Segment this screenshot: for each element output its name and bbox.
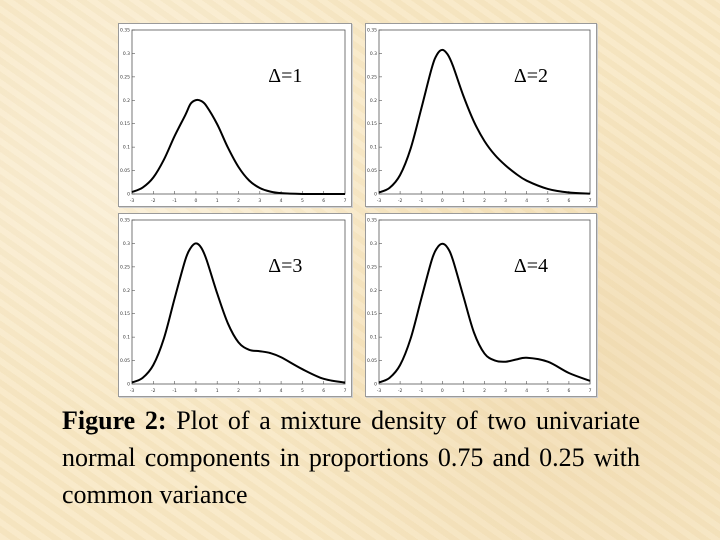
x-tick-label: 5 [546,388,549,394]
delta-label: Δ=3 [268,255,302,277]
x-tick-label: 2 [483,388,486,394]
y-tick-label: 0 [127,192,130,198]
y-tick-label: 0.25 [367,74,377,80]
caption-text: Plot of a mixture density of two univari… [62,406,640,509]
x-tick-label: 4 [280,388,283,394]
x-tick-label: 7 [344,388,347,394]
plot-area [131,219,346,385]
x-tick-label: 6 [322,388,325,394]
x-tick-label: -3 [377,388,382,394]
x-tick-label: -2 [151,198,156,204]
x-tick-label: 3 [504,388,507,394]
y-tick-label: 0.3 [123,51,130,57]
delta-label: Δ=1 [268,65,302,87]
density-curve [378,242,591,384]
y-tick-label: 0.05 [367,168,377,174]
density-curve [131,98,346,196]
x-tick-label: 1 [216,388,219,394]
x-tick-label: 2 [237,198,240,204]
y-tick-label: 0.35 [367,28,377,34]
x-tick-label: -2 [398,388,403,394]
x-tick-label: 7 [589,388,592,394]
x-tick-label: 1 [216,198,219,204]
y-tick-label: 0.15 [120,121,130,127]
x-tick-label: 6 [322,198,325,204]
y-tick-label: 0.2 [123,98,130,104]
delta-label: Δ=2 [514,65,548,87]
panel-delta-4: -3 -2 -1 0 1 2 3 4 5 6 7 0 0.05 0.1 0.15 0.2 0.25 0.3 0.35… [365,213,597,397]
x-tick-label: -1 [419,388,424,394]
y-tick-label: 0.05 [367,358,377,364]
y-tick-label: 0.15 [367,121,377,127]
x-tick-label: 5 [546,198,549,204]
y-tick-label: 0.35 [120,28,130,34]
chart-delta-4: -3 -2 -1 0 1 2 3 4 5 6 7 0 0.05 0.1 0.15 0.2 0.25 0.3 0.35… [367,218,592,395]
y-tick-label: 0.2 [370,288,377,294]
x-tick-label: 5 [301,388,304,394]
y-tick-label: 0.2 [123,288,130,294]
delta-label: Δ=4 [514,255,548,277]
y-tick-label: 0.1 [123,145,130,151]
x-tick-label: 7 [589,198,592,204]
x-tick-label: -2 [398,198,403,204]
density-curve [131,242,346,384]
x-tick-label: 7 [344,198,347,204]
y-tick-label: 0.25 [120,264,130,270]
plot-area [378,219,591,385]
x-tick-label: 2 [483,198,486,204]
y-tick-label: 0.25 [367,264,377,270]
x-tick-label: 3 [504,198,507,204]
chart-delta-1: -3 -2 -1 0 1 2 3 4 5 6 7 0 0.05 0.1 0.15 0.2 0.25 0.3 0.35… [120,28,347,205]
y-tick-label: 0.1 [370,145,377,151]
x-tick-label: 0 [194,388,197,394]
density-curve [378,48,591,195]
x-tick-label: 3 [258,388,261,394]
x-tick-label: 0 [441,388,444,394]
x-tick-label: 6 [567,388,570,394]
panel-delta-2: -3 -2 -1 0 1 2 3 4 5 6 7 0 0.05 0.1 0.15 0.2 0.25 0.3 0.35… [365,23,597,207]
x-tick-label: 6 [567,198,570,204]
panel-delta-1: -3 -2 -1 0 1 2 3 4 5 6 7 0 0.05 0.1 0.15 0.2 0.25 0.3 0.35… [118,23,352,207]
y-tick-label: 0.05 [120,168,130,174]
x-tick-label: 4 [280,198,283,204]
x-tick-label: -1 [172,388,177,394]
x-tick-label: 1 [462,388,465,394]
y-tick-label: 0.1 [123,335,130,341]
x-tick-label: 0 [441,198,444,204]
plot-area [378,29,591,195]
x-tick-label: 3 [258,198,261,204]
x-tick-label: -1 [172,198,177,204]
x-tick-label: 5 [301,198,304,204]
panel-delta-3: -3 -2 -1 0 1 2 3 4 5 6 7 0 0.05 0.1 0.15 0.2 0.25 0.3 0.35… [118,213,352,397]
y-tick-label: 0 [374,192,377,198]
y-tick-label: 0.3 [370,51,377,57]
y-tick-label: 0.25 [120,74,130,80]
y-tick-label: 0.15 [367,311,377,317]
y-tick-label: 0.3 [123,241,130,247]
y-tick-label: 0.05 [120,358,130,364]
y-tick-label: 0.35 [120,218,130,224]
y-tick-label: 0.15 [120,311,130,317]
x-tick-label: 1 [462,198,465,204]
y-tick-label: 0 [127,382,130,388]
y-tick-label: 0.35 [367,218,377,224]
y-tick-label: 0.2 [370,98,377,104]
x-tick-label: -3 [130,388,135,394]
y-tick-label: 0.3 [370,241,377,247]
x-tick-label: 2 [237,388,240,394]
x-tick-label: -3 [377,198,382,204]
x-tick-label: -1 [419,198,424,204]
x-tick-label: -2 [151,388,156,394]
x-tick-label: -3 [130,198,135,204]
y-tick-label: 0.1 [370,335,377,341]
x-tick-label: 0 [194,198,197,204]
chart-delta-3: -3 -2 -1 0 1 2 3 4 5 6 7 0 0.05 0.1 0.15 0.2 0.25 0.3 0.35… [120,218,347,395]
plot-area [131,29,346,195]
chart-delta-2: -3 -2 -1 0 1 2 3 4 5 6 7 0 0.05 0.1 0.15 0.2 0.25 0.3 0.35… [367,28,592,205]
y-tick-label: 0 [374,382,377,388]
x-tick-label: 4 [525,388,528,394]
caption-lead: Figure 2: [62,406,167,435]
figure-caption: Figure 2: Plot of a mixture density of t… [62,402,640,513]
x-tick-label: 4 [525,198,528,204]
